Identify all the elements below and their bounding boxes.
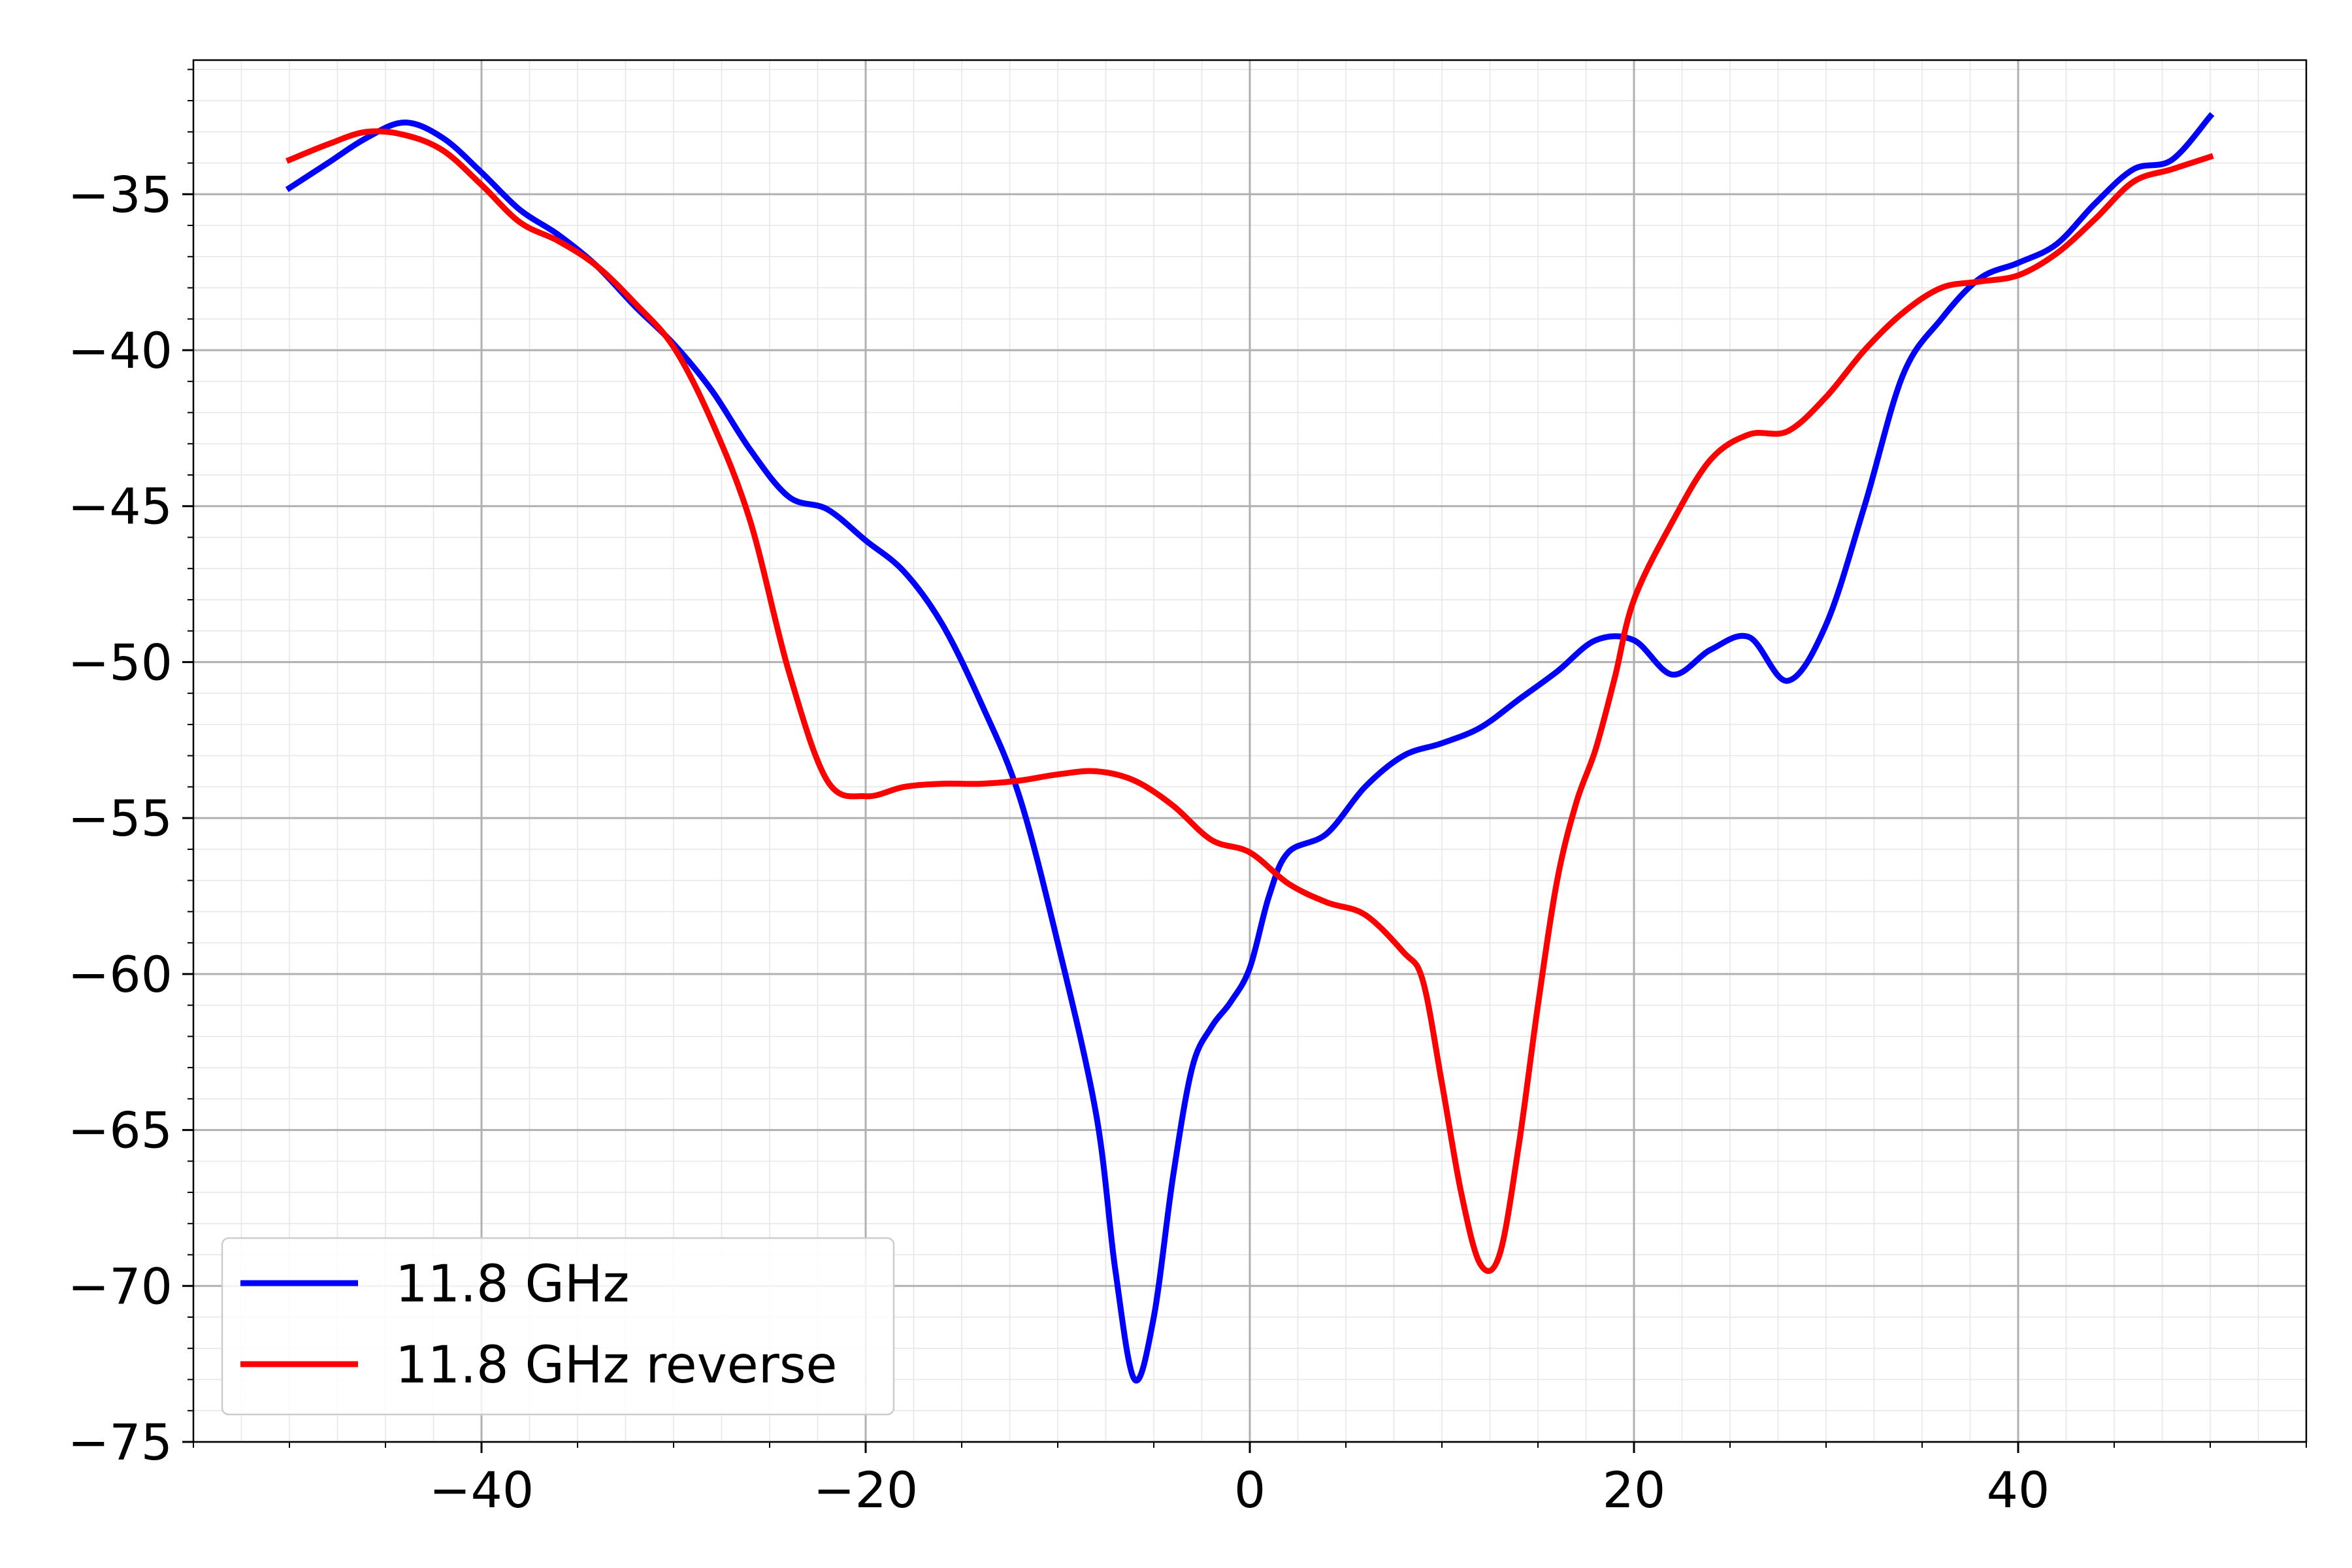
y-tick-label: −40 (68, 321, 172, 380)
legend: 11.8 GHz 11.8 GHz reverse (221, 1237, 895, 1416)
y-tick-label: −75 (68, 1413, 172, 1471)
legend-box (221, 1237, 895, 1416)
x-tick-label: 20 (1603, 1461, 1666, 1519)
y-tick-label: −65 (68, 1102, 172, 1160)
x-tick-label: −20 (813, 1461, 918, 1519)
y-tick-label: −60 (68, 945, 172, 1004)
x-tick-label: 0 (1234, 1461, 1266, 1519)
series-line-11-8-ghz-reverse (286, 128, 2214, 1274)
axis-ticks (182, 69, 2307, 1453)
x-tick-label: 40 (1987, 1461, 2050, 1519)
y-tick-label: −35 (68, 165, 172, 223)
y-tick-label: −45 (68, 478, 172, 536)
series-layer (285, 112, 2215, 1384)
y-tick-labels: −35 −40 −45 −50 −55 −60 −65 −70 −75 (68, 165, 172, 1471)
y-tick-label: −70 (68, 1257, 172, 1315)
y-tick-label: −50 (68, 633, 172, 691)
x-tick-label: −40 (429, 1461, 534, 1519)
legend-label-11-8-ghz: 11.8 GHz (395, 1255, 630, 1314)
legend-label-11-8-ghz-reverse: 11.8 GHz reverse (395, 1336, 837, 1395)
y-tick-label: −55 (68, 789, 172, 847)
x-tick-labels: −40 −20 0 20 40 (429, 1461, 2050, 1519)
